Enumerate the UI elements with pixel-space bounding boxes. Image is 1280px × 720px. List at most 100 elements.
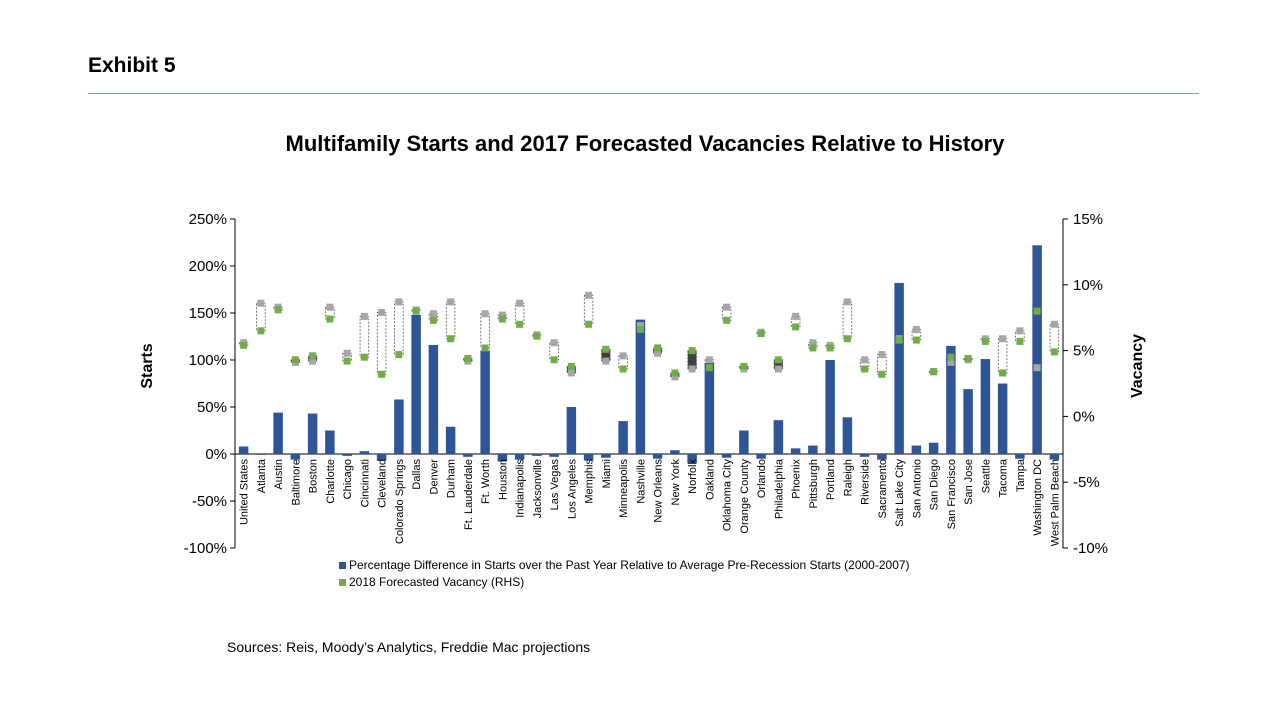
starts-bar bbox=[583, 454, 594, 461]
y2-axis-label: Vacancy bbox=[1129, 334, 1146, 398]
forecast-vacancy-point bbox=[343, 357, 351, 365]
x-tick-label: Chicago bbox=[342, 459, 354, 499]
vacancy-range-box bbox=[1049, 323, 1060, 353]
starts-bar bbox=[463, 454, 473, 457]
starts-bar bbox=[1049, 454, 1060, 460]
forecast-vacancy-point bbox=[550, 356, 558, 364]
x-tick-label: Oakland bbox=[704, 459, 716, 500]
x-tick-label: Tacoma bbox=[998, 458, 1010, 497]
starts-bar bbox=[635, 319, 646, 454]
y-tick-label: 150% bbox=[189, 305, 227, 322]
starts-bar bbox=[445, 426, 456, 454]
historical-vacancy-point bbox=[378, 308, 386, 316]
forecast-vacancy-point bbox=[291, 356, 299, 364]
x-tick-label: Cincinnati bbox=[359, 459, 371, 507]
forecast-vacancy-point bbox=[809, 344, 817, 352]
forecast-vacancy-point bbox=[723, 316, 731, 324]
historical-vacancy-point bbox=[309, 357, 317, 365]
x-tick-label: Tampa bbox=[1015, 458, 1027, 492]
starts-bar bbox=[497, 454, 508, 462]
starts-bar bbox=[997, 383, 1008, 454]
vacancy-range-box bbox=[359, 315, 370, 358]
forecast-vacancy-point bbox=[688, 347, 696, 355]
x-tick-label: Pittsburgh bbox=[808, 459, 820, 509]
x-tick-label: Cleveland bbox=[377, 459, 389, 508]
forecast-vacancy-point bbox=[930, 368, 938, 376]
forecast-vacancy-point bbox=[602, 345, 610, 353]
historical-vacancy-point bbox=[516, 299, 524, 307]
starts-bar bbox=[808, 445, 818, 454]
forecast-vacancy-point bbox=[895, 336, 903, 344]
sources-note: Sources: Reis, Moody’s Analytics, Freddi… bbox=[227, 639, 591, 655]
historical-vacancy-point bbox=[688, 365, 696, 373]
forecast-vacancy-point bbox=[533, 332, 541, 340]
y-axis-label: Starts bbox=[139, 343, 156, 388]
vacancy-range-box bbox=[376, 312, 387, 375]
starts-bar bbox=[566, 407, 577, 454]
x-tick-label: Charlotte bbox=[325, 459, 337, 504]
x-tick-label: Atlanta bbox=[256, 458, 268, 493]
x-tick-label: Ft. Lauderdale bbox=[463, 459, 475, 530]
forecast-vacancy-point bbox=[740, 362, 748, 370]
historical-vacancy-point bbox=[636, 322, 644, 330]
y2-tick-label: 15% bbox=[1073, 211, 1103, 228]
forecast-vacancy-point bbox=[792, 323, 800, 331]
vacancy-range-box bbox=[480, 313, 490, 349]
forecast-vacancy-point bbox=[257, 327, 265, 335]
x-tick-label: Baltimore bbox=[290, 459, 302, 505]
x-tick-label: Los Angeles bbox=[566, 459, 578, 519]
starts-bar bbox=[894, 282, 904, 454]
forecast-vacancy-point bbox=[326, 315, 334, 323]
starts-bar bbox=[911, 445, 922, 454]
forecast-vacancy-point bbox=[912, 336, 920, 344]
x-tick-label: Oklahoma City bbox=[722, 459, 734, 532]
y-tick-label: -100% bbox=[184, 540, 227, 557]
starts-bar bbox=[704, 362, 715, 454]
x-tick-label: Washington DC bbox=[1032, 459, 1044, 536]
historical-vacancy-point bbox=[498, 311, 506, 319]
starts-bar bbox=[721, 454, 732, 458]
vacancy-range-box bbox=[842, 301, 853, 340]
legend-label: 2018 Forecasted Vacancy (RHS) bbox=[349, 575, 524, 589]
y-tick-label: 100% bbox=[189, 352, 227, 369]
x-tick-label: Philadelphia bbox=[773, 458, 785, 519]
historical-vacancy-point bbox=[395, 298, 403, 306]
starts-bar bbox=[411, 314, 421, 454]
x-tick-label: Miami bbox=[601, 459, 613, 488]
historical-vacancy-point bbox=[447, 298, 455, 306]
starts-bar bbox=[687, 454, 697, 464]
vacancy-range-box bbox=[997, 338, 1008, 374]
x-tick-label: Sacramento bbox=[877, 459, 889, 518]
forecast-vacancy-point bbox=[516, 320, 524, 328]
historical-vacancy-point bbox=[481, 310, 489, 318]
historical-vacancy-point bbox=[1033, 364, 1041, 372]
x-tick-label: Ft. Worth bbox=[480, 459, 492, 504]
y2-tick-label: 0% bbox=[1073, 408, 1095, 425]
forecast-vacancy-point bbox=[861, 365, 869, 373]
vacancy-range-box bbox=[583, 294, 594, 325]
x-tick-label: Norfolk bbox=[687, 459, 699, 494]
x-tick-label: Dallas bbox=[411, 459, 423, 490]
x-tick-label: Denver bbox=[428, 459, 440, 495]
starts-bar bbox=[928, 442, 939, 454]
starts-bar bbox=[290, 454, 301, 460]
x-tick-label: Jacksonville bbox=[532, 459, 544, 518]
historical-vacancy-point bbox=[585, 291, 593, 299]
starts-bar bbox=[825, 360, 835, 454]
historical-vacancy-point bbox=[1016, 327, 1024, 335]
legend-swatch bbox=[339, 579, 346, 586]
starts-bar bbox=[756, 454, 766, 459]
starts-bar bbox=[273, 412, 283, 454]
x-tick-label: Portland bbox=[825, 459, 837, 500]
x-tick-label: Austin bbox=[273, 459, 285, 490]
historical-vacancy-point bbox=[792, 312, 800, 320]
starts-bar bbox=[376, 454, 387, 461]
y-tick-label: 50% bbox=[197, 399, 227, 416]
historical-vacancy-point bbox=[429, 310, 437, 318]
x-tick-label: United States bbox=[239, 459, 251, 526]
forecast-vacancy-point bbox=[619, 365, 627, 373]
y2-tick-label: 10% bbox=[1073, 277, 1103, 294]
vacancy-range-box bbox=[394, 301, 404, 355]
x-tick-label: Seattle bbox=[980, 459, 992, 493]
x-tick-label: San Jose bbox=[963, 459, 975, 505]
